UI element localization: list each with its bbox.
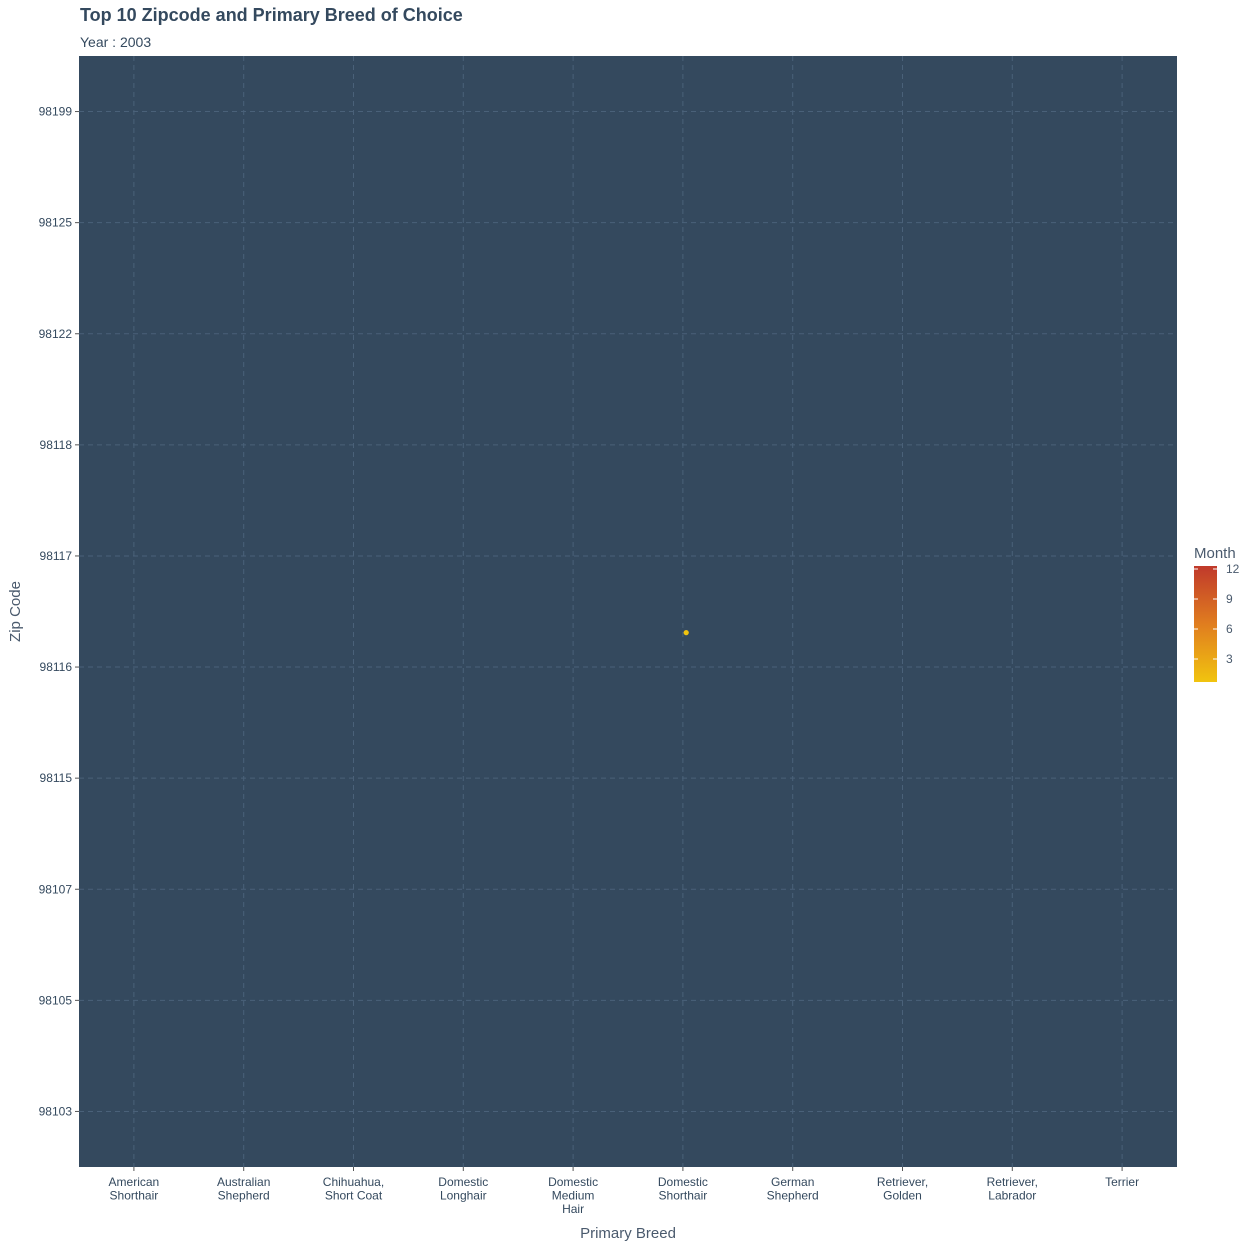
y-tick-label: 98117 xyxy=(40,549,73,563)
month-legend: Month 3 6 9 12 xyxy=(1194,545,1240,682)
x-axis-title: Primary Breed xyxy=(580,1225,676,1242)
x-axis-ticks: American Shorthair Australian Shepherd Chihu… xyxy=(109,1167,1139,1216)
legend-tick-label: 6 xyxy=(1226,622,1233,636)
legend-ticks: 3 6 9 12 xyxy=(1194,562,1240,666)
legend-colorbar xyxy=(1194,566,1217,682)
x-tick-label: Chihuahua, Short Coat xyxy=(323,1175,384,1203)
x-tick-label: Australian Shepherd xyxy=(217,1175,270,1203)
data-points xyxy=(683,630,689,636)
x-tick-label: Terrier xyxy=(1105,1175,1139,1189)
legend-tick-label: 9 xyxy=(1226,592,1233,606)
y-tick-label: 98105 xyxy=(39,993,73,1007)
x-tick-label: Domestic Medium Hair xyxy=(548,1175,598,1216)
y-axis-title: Zip Code xyxy=(7,581,24,642)
plot-panel xyxy=(79,56,1177,1167)
y-tick-label: 98116 xyxy=(40,660,73,674)
legend-tick-label: 3 xyxy=(1226,652,1233,666)
y-axis-ticks: 98103 98105 98107 98115 98116 98117 98118 98122… xyxy=(39,105,79,1118)
y-tick-label: 98115 xyxy=(40,771,73,785)
y-tick-label: 98118 xyxy=(40,438,73,452)
y-tick-label: 98122 xyxy=(39,327,73,341)
x-tick-label: American Shorthair xyxy=(109,1175,160,1203)
y-tick-label: 98199 xyxy=(39,105,73,119)
grid-lines xyxy=(79,56,1177,1167)
y-tick-label: 98125 xyxy=(39,216,73,230)
x-tick-label: Domestic Longhair xyxy=(438,1175,488,1203)
x-tick-label: Domestic Shorthair xyxy=(658,1175,708,1203)
x-tick-label: German Shepherd xyxy=(767,1175,819,1203)
legend-tick-label: 12 xyxy=(1226,562,1240,576)
y-tick-label: 98103 xyxy=(39,1104,73,1118)
legend-title: Month xyxy=(1194,545,1236,562)
data-point xyxy=(683,630,689,636)
chart-title: Top 10 Zipcode and Primary Breed of Choi… xyxy=(80,5,463,25)
x-tick-label: Retriever, Golden xyxy=(877,1175,928,1203)
chart-subtitle: Year : 2003 xyxy=(80,34,152,50)
y-tick-label: 98107 xyxy=(39,882,73,896)
x-tick-label: Retriever, Labrador xyxy=(987,1175,1038,1203)
